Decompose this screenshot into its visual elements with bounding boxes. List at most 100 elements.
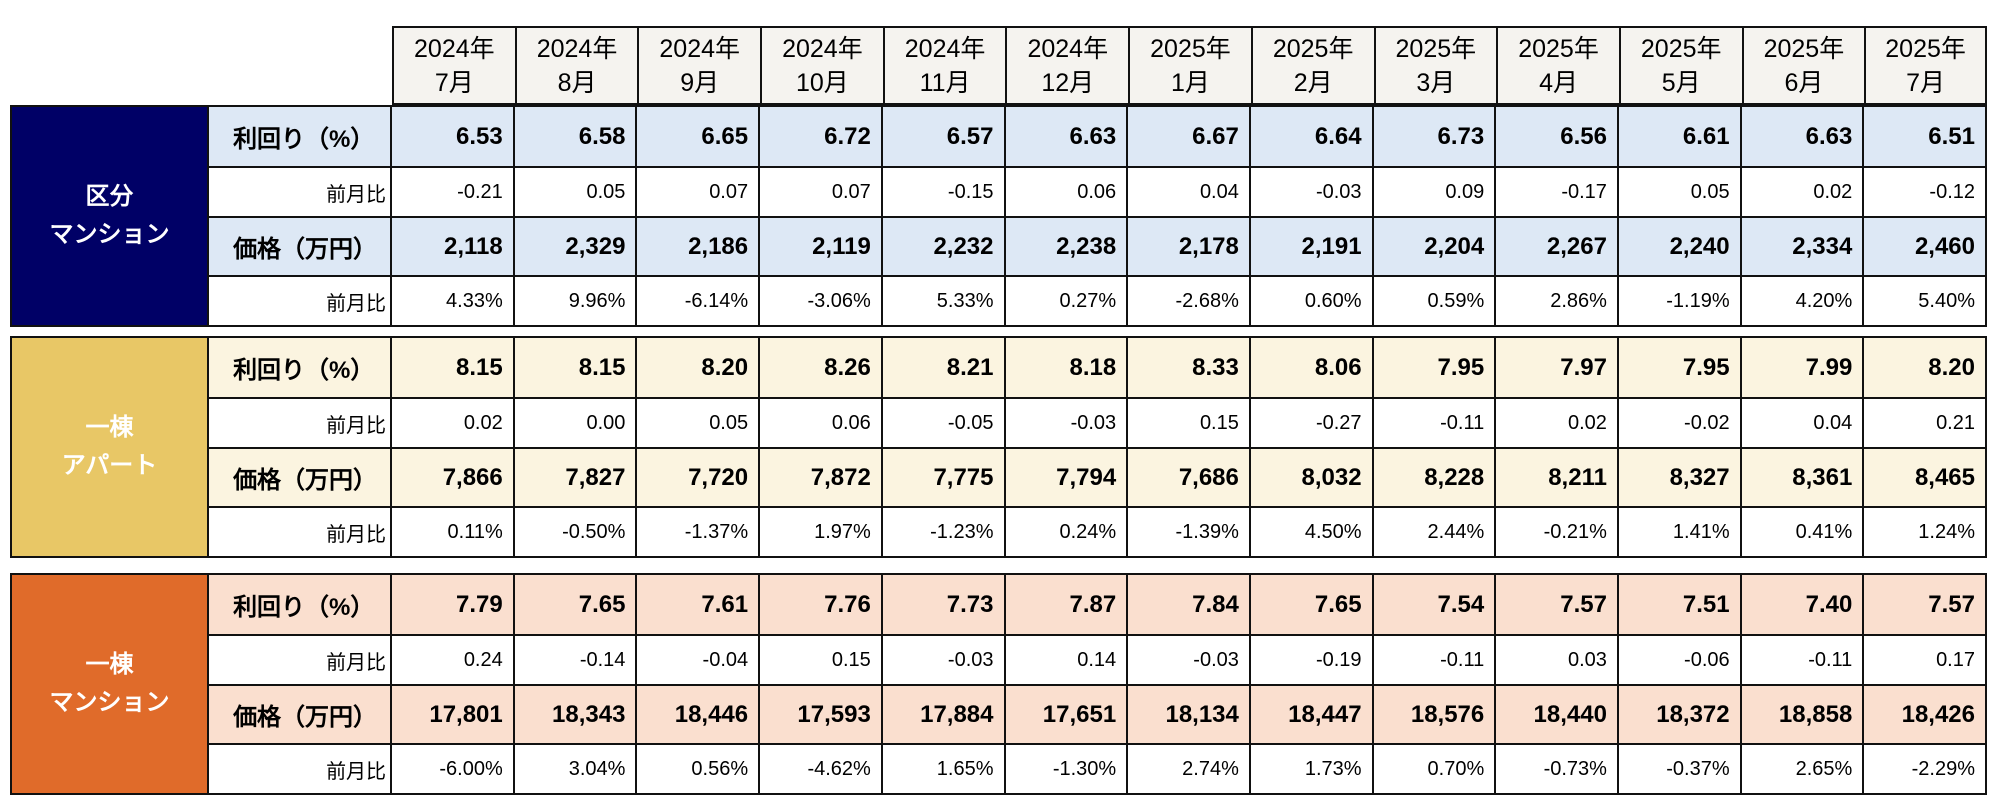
table-cell: 2,329 xyxy=(512,218,636,275)
table-cell: 18,372 xyxy=(1616,686,1740,743)
table-cell: 0.06 xyxy=(758,399,881,447)
table-cell: 0.24% xyxy=(1003,508,1127,556)
table-cell: -1.37% xyxy=(635,508,759,556)
table-cell: -1.39% xyxy=(1126,508,1249,556)
table-cell: 7,775 xyxy=(880,449,1004,506)
table-cell: 7.76 xyxy=(758,575,881,634)
month-year: 2025年 xyxy=(1272,34,1354,63)
table-cell: 17,801 xyxy=(390,686,513,743)
table-cell: -1.30% xyxy=(1003,745,1127,793)
change-row: 前月比 4.33% 9.96% -6.14% -3.06% 5.33% 0.27% -2.68… xyxy=(207,275,1985,325)
table-cell: 7.65 xyxy=(1248,575,1372,634)
table-cell: -0.03 xyxy=(1003,399,1127,447)
month-header-cell: 2024年 8月 xyxy=(514,26,638,105)
month-year: 2025年 xyxy=(1885,34,1966,63)
table-cell: 8.18 xyxy=(1003,338,1127,397)
table-cell: 6.73 xyxy=(1371,107,1495,166)
table-cell: 0.17 xyxy=(1862,636,1985,684)
table-cell: 0.05 xyxy=(635,399,759,447)
month-header-cell: 2024年 11月 xyxy=(882,26,1006,105)
table-cell: 2,240 xyxy=(1616,218,1740,275)
table-cell: -6.00% xyxy=(390,745,513,793)
table-cell: 18,426 xyxy=(1862,686,1985,743)
change-row: 前月比 0.02 0.00 0.05 0.06 -0.05 -0.03 0.15 -0.27 -0… xyxy=(207,397,1985,447)
metric-row: 価格（万円） 2,118 2,329 2,186 2,119 2,232 2,238 2,17… xyxy=(207,216,1985,275)
table-cell: 17,884 xyxy=(880,686,1004,743)
table-cell: 7.57 xyxy=(1862,575,1985,634)
month-header-cell: 2025年 3月 xyxy=(1373,26,1497,105)
month-header-row: 2024年 7月 2024年 8月 2024年 9月 2024年 10月 2024年 11月 202… xyxy=(392,26,1987,105)
table-cell: 0.06 xyxy=(1003,168,1127,216)
month-year: 2025年 xyxy=(1150,34,1231,63)
table-cell: 7.65 xyxy=(512,575,636,634)
table-cell: -4.62% xyxy=(758,745,881,793)
table-cell: 2.44% xyxy=(1371,508,1495,556)
row-label: 前月比 xyxy=(207,636,391,684)
table-cell: 7.61 xyxy=(635,575,758,634)
table-cell: 8,465 xyxy=(1862,449,1985,506)
month-header-cell: 2024年 9月 xyxy=(637,26,761,105)
table-cell: 1.97% xyxy=(758,508,881,556)
section-rows: 利回り（%） 6.53 6.58 6.65 6.72 6.57 6.63 6.67 6.64 6.… xyxy=(207,107,1985,325)
table-cell: -0.73% xyxy=(1494,745,1617,793)
table-cell: 4.33% xyxy=(390,277,513,325)
change-row: 前月比 0.11% -0.50% -1.37% 1.97% -1.23% 0.24% -1.3… xyxy=(207,506,1985,556)
table-cell: 18,440 xyxy=(1494,686,1617,743)
table-cell: 1.65% xyxy=(880,745,1004,793)
table-cell: 2,186 xyxy=(635,218,758,275)
month-month: 12月 xyxy=(1041,68,1095,97)
table-cell: 7.73 xyxy=(880,575,1004,634)
table-cell: -3.06% xyxy=(758,277,881,325)
metric-row: 価格（万円） 7,866 7,827 7,720 7,872 7,775 7,794 7,68… xyxy=(207,447,1985,506)
table-cell: 1.73% xyxy=(1248,745,1372,793)
table-cell: 7.99 xyxy=(1739,338,1863,397)
table-cell: 0.02 xyxy=(1494,399,1617,447)
table-cell: 0.60% xyxy=(1248,277,1372,325)
table-cell: 6.53 xyxy=(390,107,513,166)
table-cell: -0.15 xyxy=(880,168,1004,216)
table-cell: 6.65 xyxy=(635,107,758,166)
table-cell: 9.96% xyxy=(512,277,636,325)
table-cell: 8.33 xyxy=(1126,338,1249,397)
table-cell: 1.24% xyxy=(1862,508,1985,556)
table-cell: -0.04 xyxy=(635,636,759,684)
table-cell: 8,361 xyxy=(1739,449,1863,506)
table-cell: -0.03 xyxy=(880,636,1004,684)
row-label: 価格（万円） xyxy=(207,218,390,275)
table-cell: 0.05 xyxy=(1616,168,1740,216)
row-label: 前月比 xyxy=(207,399,391,447)
metric-row: 価格（万円） 17,801 18,343 18,446 17,593 17,884 17,6… xyxy=(207,684,1985,743)
table-cell: 0.27% xyxy=(1003,277,1127,325)
table-cell: -0.05 xyxy=(880,399,1004,447)
month-month: 9月 xyxy=(680,68,720,97)
table-cell: -6.14% xyxy=(635,277,759,325)
table-cell: 0.59% xyxy=(1371,277,1495,325)
month-month: 3月 xyxy=(1416,68,1456,97)
month-header-cell: 2024年 7月 xyxy=(392,26,515,105)
table-cell: 0.03 xyxy=(1494,636,1617,684)
category-line: 一棟 xyxy=(85,414,134,441)
row-label: 前月比 xyxy=(207,745,391,793)
table-cell: 0.15 xyxy=(758,636,881,684)
table-cell: -1.19% xyxy=(1616,277,1740,325)
month-year: 2025年 xyxy=(1640,34,1722,63)
table-cell: 2,238 xyxy=(1003,218,1127,275)
table-cell: 18,446 xyxy=(635,686,758,743)
month-header-cell: 2025年 7月 xyxy=(1864,26,1987,105)
table-cell: 7,827 xyxy=(512,449,636,506)
table-cell: 8.26 xyxy=(758,338,881,397)
month-month: 7月 xyxy=(434,68,474,97)
table-cell: 18,576 xyxy=(1371,686,1495,743)
table-cell: 7,872 xyxy=(758,449,881,506)
table-cell: 1.41% xyxy=(1616,508,1740,556)
table-cell: 5.40% xyxy=(1862,277,1985,325)
table-cell: 0.04 xyxy=(1126,168,1249,216)
table-cell: -0.27 xyxy=(1248,399,1372,447)
month-month: 6月 xyxy=(1784,68,1824,97)
table-cell: 18,858 xyxy=(1739,686,1863,743)
table-cell: 0.07 xyxy=(758,168,881,216)
category-label: 区分 マンション xyxy=(12,107,208,325)
table-cell: 2,334 xyxy=(1739,218,1863,275)
table-cell: 2,119 xyxy=(758,218,881,275)
table-cell: 7.57 xyxy=(1494,575,1617,634)
